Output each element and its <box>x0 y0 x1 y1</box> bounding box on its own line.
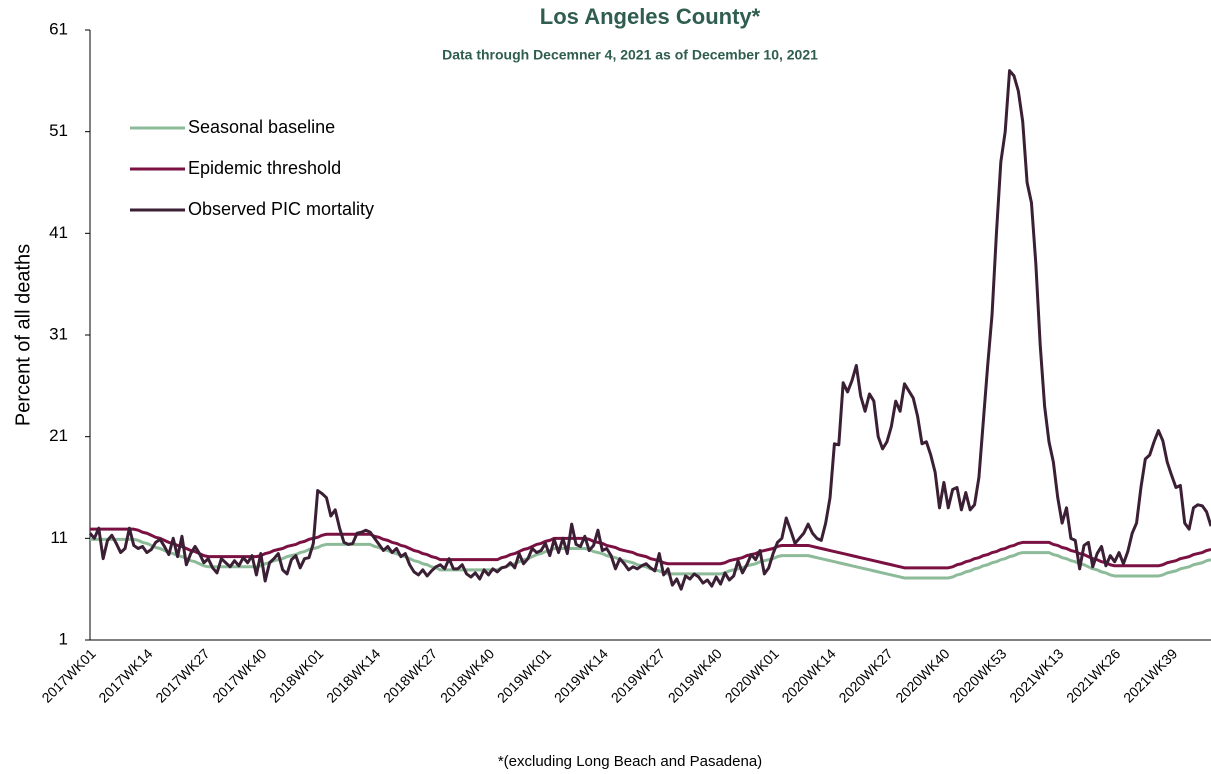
x-tick-label: 2019WK40 <box>665 645 725 705</box>
y-tick-label: 21 <box>49 426 68 445</box>
x-tick-label: 2020WK40 <box>892 645 952 705</box>
x-tick-label: 2020WK01 <box>722 645 782 705</box>
y-tick-label: 61 <box>49 19 68 38</box>
chart-subtitle: Data through Decemner 4, 2021 as of Dece… <box>442 47 818 63</box>
x-tick-label: 2019WK01 <box>494 645 554 705</box>
chart-title: Los Angeles County* <box>540 4 761 29</box>
x-tick-label: 2019WK27 <box>608 645 668 705</box>
x-tick-label: 2020WK53 <box>949 645 1009 705</box>
legend-label: Seasonal baseline <box>188 117 335 137</box>
series-line <box>88 69 1211 591</box>
y-tick-label: 31 <box>49 324 68 343</box>
x-tick-label: 2017WK40 <box>209 645 269 705</box>
legend-label: Observed PIC mortality <box>188 199 374 219</box>
x-tick-label: 2017WK01 <box>38 645 98 705</box>
x-tick-label: 2020WK14 <box>778 645 838 705</box>
x-tick-label: 2021WK13 <box>1006 645 1066 705</box>
x-tick-label: 2018WK01 <box>266 645 326 705</box>
x-tick-label: 2021WK26 <box>1063 645 1123 705</box>
x-tick-label: 2017WK14 <box>95 645 155 705</box>
x-tick-label: 2018WK40 <box>437 645 497 705</box>
x-tick-label: 2020WK27 <box>835 645 895 705</box>
y-tick-label: 51 <box>49 121 68 140</box>
legend-label: Epidemic threshold <box>188 158 341 178</box>
y-tick-label: 11 <box>50 528 68 547</box>
x-tick-label: 2019WK14 <box>551 645 611 705</box>
y-axis-label: Percent of all deaths <box>12 244 34 426</box>
series-line <box>90 527 1211 570</box>
x-tick-label: 2018WK14 <box>323 645 383 705</box>
footnote: *(excluding Long Beach and Pasadena) <box>498 753 762 770</box>
x-tick-label: 2017WK27 <box>152 645 212 705</box>
y-tick-label: 41 <box>49 223 68 242</box>
y-tick-label: 1 <box>59 629 68 648</box>
x-tick-label: 2018WK27 <box>380 645 440 705</box>
x-tick-label: 2021WK39 <box>1120 645 1180 705</box>
